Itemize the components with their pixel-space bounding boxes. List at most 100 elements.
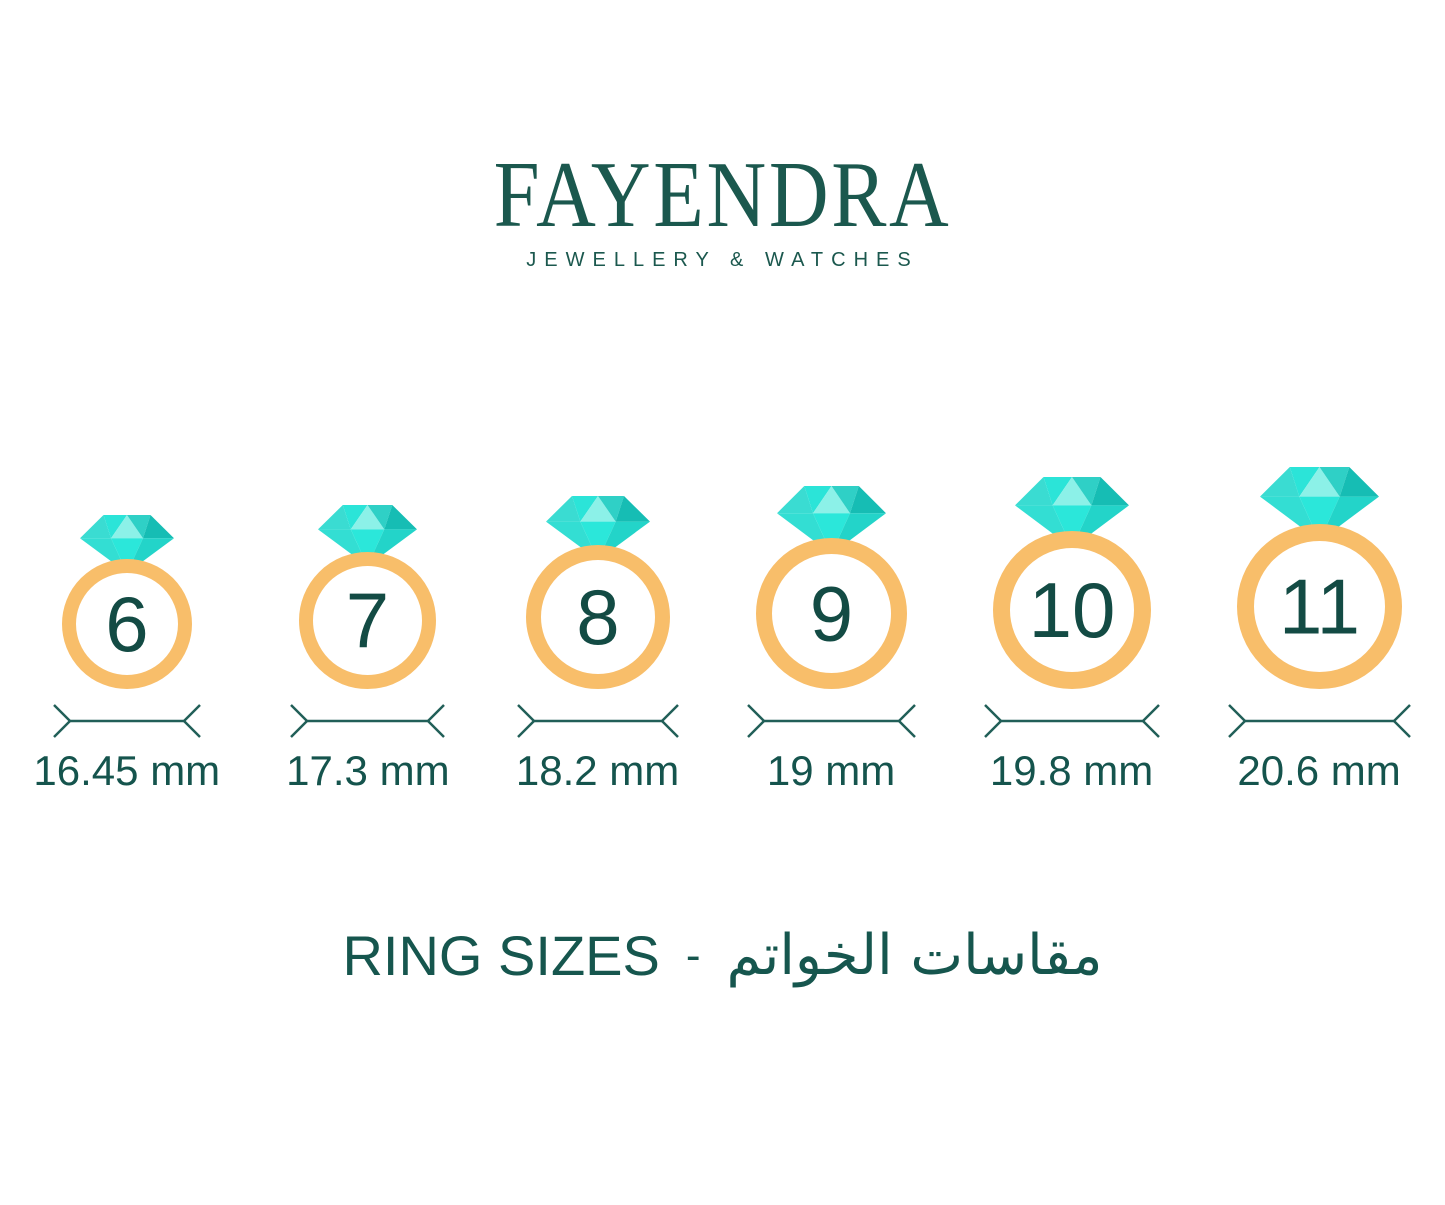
diamond-facet-pavilion-left-icon (79, 538, 127, 573)
diamond-facet-pavilion-center-icon (110, 538, 143, 573)
ring-illustration: 8 (525, 496, 670, 689)
brand-header: FAYENDRA JEWELLERY & WATCHES (0, 0, 1445, 272)
diamond-facet-crown-right-icon (384, 505, 418, 530)
ring-band-icon (755, 538, 907, 689)
brand-logo: FAYENDRA (493, 143, 952, 247)
diameter-arrow-segment (516, 720, 535, 738)
ring-size-number: 10 (1028, 566, 1115, 654)
page-title-english: RING SIZES (342, 924, 660, 987)
ring-band-icon (525, 545, 670, 689)
ring-illustration: 9 (755, 486, 907, 689)
diamond-facet-crown-midright-icon (597, 496, 624, 522)
diameter-arrow-segment (427, 720, 446, 738)
page-title-arabic: مقاسات الخواتم (726, 923, 1103, 988)
diameter-arrow-segment (290, 720, 309, 738)
ring-column-size-8: 8 18.2 mm (516, 496, 680, 795)
diamond-facet-pavilion-right-icon (367, 529, 418, 566)
diameter-arrow-segment (983, 704, 1002, 722)
diamond-facet-pavilion-center-icon (351, 529, 385, 566)
diamond-facet-crown-right-icon (142, 515, 174, 539)
diamond-facet-crown-midleft-icon (103, 515, 127, 539)
diameter-arrow-segment (746, 720, 765, 738)
diamond-facet-crown-left-icon (1259, 467, 1299, 497)
diameter-label: 16.45 mm (33, 747, 221, 794)
ring-size-number: 9 (809, 570, 852, 658)
diameter-arrow-icon (1227, 704, 1411, 738)
ring-band-icon (61, 559, 192, 689)
page-title-separator: - (685, 930, 701, 980)
diameter-arrow-segment (52, 720, 71, 738)
diameter-arrow-segment (746, 704, 765, 722)
diameter-arrow-icon (516, 704, 679, 738)
diameter-arrow-segment (1141, 720, 1160, 738)
ring-column-size-6: 6 16.45 mm (33, 515, 220, 795)
ring-column-size-10: 10 19.8 mm (983, 477, 1161, 795)
ring-column-size-7: 7 17.3 mm (286, 505, 450, 795)
diameter-arrow-segment (182, 704, 201, 722)
diamond-facet-table-icon (1298, 467, 1340, 497)
diameter-arrow-segment (1227, 720, 1246, 738)
ring-band-icon (1236, 524, 1402, 689)
diameter-arrow-icon (983, 704, 1160, 738)
diameter-arrow-segment (983, 720, 1002, 738)
diamond-facet-crown-midleft-icon (1043, 477, 1072, 506)
diamond-facet-table-icon (110, 515, 143, 539)
diameter-arrow-segment (660, 704, 679, 722)
diameter-arrow-icon (746, 704, 916, 738)
ring-illustration: 11 (1236, 467, 1402, 689)
diamond-facet-crown-midleft-icon (1289, 467, 1320, 497)
diamond-facet-crown-midright-icon (831, 486, 859, 514)
diameter-label: 19.8 mm (989, 747, 1154, 794)
diamond-facet-crown-left-icon (545, 496, 580, 522)
diameter-arrow-segment (660, 720, 679, 738)
diamond-facet-crown-right-icon (615, 496, 650, 522)
diamond-facet-crown-midleft-icon (343, 505, 368, 530)
brand-tagline: JEWELLERY & WATCHES (526, 249, 919, 271)
diamond-facet-table-icon (1052, 477, 1091, 506)
diameter-arrow-segment (290, 704, 309, 722)
ring-size-number: 7 (346, 577, 389, 665)
diamond-facet-pavilion-center-icon (1052, 505, 1091, 548)
rings-row: 6 16.45 mm 7 17.3 mm 8 18.2 mm 9 19 mm 10 19.8 mm… (0, 467, 1445, 795)
diamond-facet-pavilion-center-icon (1298, 496, 1340, 541)
diamond-facet-crown-right-icon (1339, 467, 1379, 497)
ring-column-size-9: 9 19 mm (746, 486, 917, 795)
ring-band-icon (299, 552, 437, 689)
ring-size-number: 8 (576, 573, 619, 661)
diameter-label: 19 mm (766, 747, 896, 794)
diamond-facet-crown-left-icon (776, 486, 813, 514)
diamond-facet-crown-left-icon (79, 515, 111, 539)
diamond-facet-crown-right-icon (849, 486, 886, 514)
ring-illustration: 7 (299, 505, 437, 689)
diamond-facet-pavilion-left-icon (318, 529, 368, 566)
diameter-arrow-segment (52, 704, 71, 722)
diamond-facet-crown-left-icon (1014, 477, 1053, 506)
ring-illustration: 10 (992, 477, 1151, 689)
page-title: RING SIZES - مقاسات الخواتم (0, 923, 1445, 988)
diameter-arrow-segment (427, 704, 446, 722)
diamond-facet-table-icon (351, 505, 385, 530)
diamond-facet-crown-right-icon (1090, 477, 1129, 506)
ring-illustration: 6 (61, 515, 192, 689)
diamond-facet-crown-left-icon (318, 505, 352, 530)
diamond-facet-table-icon (579, 496, 616, 522)
diamond-facet-crown-midright-icon (126, 515, 151, 539)
diameter-arrow-segment (1227, 704, 1246, 722)
diameter-label: 18.2 mm (515, 747, 680, 794)
ring-column-size-11: 11 20.6 mm (1227, 467, 1412, 795)
diamond-facet-crown-midright-icon (1071, 477, 1101, 506)
diameter-arrow-icon (52, 704, 201, 738)
diameter-arrow-segment (1141, 704, 1160, 722)
diameter-arrow-segment (1392, 720, 1411, 738)
diamond-facet-table-icon (812, 486, 850, 514)
ring-size-number: 11 (1279, 563, 1360, 651)
diameter-arrow-segment (897, 720, 916, 738)
diamond-facet-crown-midright-icon (1319, 467, 1349, 497)
diamond-facet-crown-midright-icon (367, 505, 393, 530)
diameter-arrow-segment (1392, 704, 1411, 722)
diameter-arrow-icon (290, 704, 446, 738)
diameter-arrow-segment (182, 720, 201, 738)
diamond-facet-pavilion-center-icon (579, 521, 616, 560)
diameter-label: 17.3 mm (286, 747, 450, 794)
diameter-arrow-segment (897, 704, 916, 722)
